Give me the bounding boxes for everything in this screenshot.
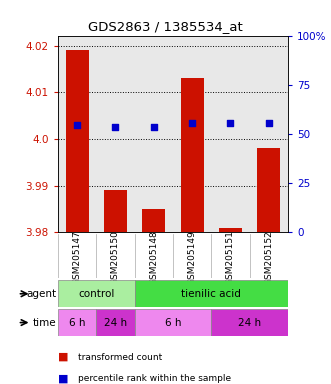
- Text: GSM205147: GSM205147: [72, 230, 82, 285]
- Bar: [135, 280, 288, 307]
- Bar: [211, 309, 288, 336]
- Text: percentile rank within the sample: percentile rank within the sample: [78, 374, 231, 383]
- Bar: [96, 309, 135, 336]
- Bar: [58, 309, 96, 336]
- Text: GSM205148: GSM205148: [149, 230, 158, 285]
- Text: 6 h: 6 h: [69, 318, 85, 328]
- Bar: [219, 228, 242, 232]
- Text: GSM205150: GSM205150: [111, 230, 120, 285]
- Point: [151, 124, 157, 130]
- Text: ■: ■: [58, 373, 69, 383]
- Text: ■: ■: [58, 352, 69, 362]
- Bar: [58, 280, 135, 307]
- Text: GDS2863 / 1385534_at: GDS2863 / 1385534_at: [88, 20, 243, 33]
- Text: control: control: [78, 289, 115, 299]
- Bar: [104, 190, 127, 232]
- Bar: [66, 50, 89, 232]
- Bar: [181, 78, 204, 232]
- Text: 6 h: 6 h: [165, 318, 181, 328]
- Text: GSM205152: GSM205152: [264, 230, 273, 285]
- Bar: [257, 148, 280, 232]
- Bar: [142, 209, 165, 232]
- Point: [266, 119, 271, 126]
- Bar: [135, 309, 211, 336]
- Point: [228, 119, 233, 126]
- Point: [113, 124, 118, 130]
- Text: transformed count: transformed count: [78, 353, 162, 362]
- Point: [74, 122, 80, 128]
- Text: GSM205151: GSM205151: [226, 230, 235, 285]
- Text: tienilic acid: tienilic acid: [181, 289, 241, 299]
- Text: 24 h: 24 h: [238, 318, 261, 328]
- Text: GSM205149: GSM205149: [188, 230, 197, 285]
- Point: [189, 119, 195, 126]
- Text: agent: agent: [26, 289, 56, 299]
- Text: 24 h: 24 h: [104, 318, 127, 328]
- Text: time: time: [33, 318, 56, 328]
